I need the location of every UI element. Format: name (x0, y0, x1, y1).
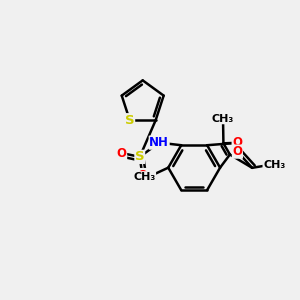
Text: O: O (232, 145, 242, 158)
Text: S: S (125, 114, 135, 127)
Text: O: O (117, 146, 127, 160)
Text: CH₃: CH₃ (263, 160, 285, 170)
Text: NH: NH (149, 136, 169, 149)
Text: O: O (137, 169, 147, 182)
Text: CH₃: CH₃ (133, 172, 155, 182)
Text: O: O (232, 136, 242, 149)
Text: S: S (135, 150, 145, 164)
Text: CH₃: CH₃ (212, 114, 234, 124)
